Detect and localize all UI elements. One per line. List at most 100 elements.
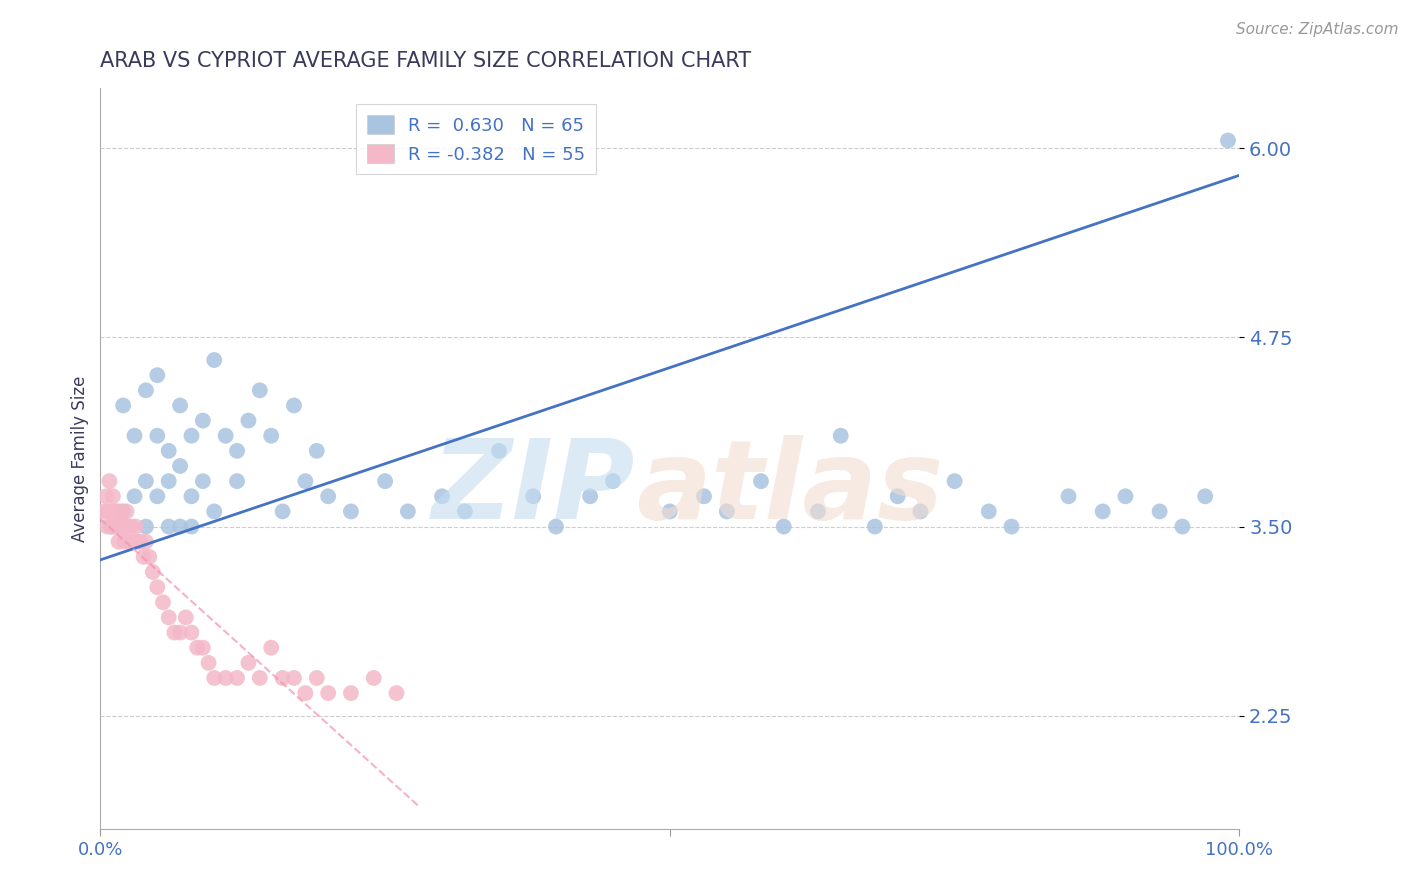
Point	[169, 625, 191, 640]
Point	[305, 443, 328, 458]
Point	[316, 489, 339, 503]
Point	[807, 504, 830, 518]
Point	[180, 489, 202, 503]
Point	[772, 519, 794, 533]
Point	[135, 534, 157, 549]
Point	[579, 489, 602, 503]
Point	[122, 534, 145, 549]
Point	[1000, 519, 1022, 533]
Text: Source: ZipAtlas.com: Source: ZipAtlas.com	[1236, 22, 1399, 37]
Point	[260, 640, 283, 655]
Point	[117, 519, 139, 533]
Point	[157, 610, 180, 624]
Point	[294, 474, 316, 488]
Point	[214, 671, 236, 685]
Point	[129, 534, 152, 549]
Point	[191, 414, 214, 428]
Point	[186, 640, 208, 655]
Y-axis label: Average Family Size: Average Family Size	[72, 376, 89, 541]
Point	[1057, 489, 1080, 503]
Point	[283, 671, 305, 685]
Point	[96, 519, 118, 533]
Point	[396, 504, 419, 518]
Point	[100, 519, 122, 533]
Point	[110, 504, 132, 518]
Point	[863, 519, 886, 533]
Point	[488, 443, 510, 458]
Point	[716, 504, 738, 518]
Point	[174, 610, 197, 624]
Point	[197, 656, 219, 670]
Point	[115, 504, 138, 518]
Point	[1171, 519, 1194, 533]
Point	[146, 489, 169, 503]
Point	[169, 399, 191, 413]
Point	[226, 671, 249, 685]
Point	[124, 519, 146, 533]
Point	[191, 640, 214, 655]
Point	[97, 504, 120, 518]
Point	[142, 565, 165, 579]
Point	[180, 428, 202, 442]
Point	[602, 474, 624, 488]
Point	[135, 474, 157, 488]
Point	[658, 504, 681, 518]
Point	[105, 519, 128, 533]
Point	[249, 671, 271, 685]
Point	[271, 504, 294, 518]
Point	[340, 504, 363, 518]
Point	[146, 428, 169, 442]
Point	[107, 504, 129, 518]
Point	[157, 443, 180, 458]
Point	[1149, 504, 1171, 518]
Point	[98, 474, 121, 488]
Point	[305, 671, 328, 685]
Point	[135, 519, 157, 533]
Point	[316, 686, 339, 700]
Point	[132, 549, 155, 564]
Point	[294, 686, 316, 700]
Point	[943, 474, 966, 488]
Point	[111, 519, 134, 533]
Text: ARAB VS CYPRIOT AVERAGE FAMILY SIZE CORRELATION CHART: ARAB VS CYPRIOT AVERAGE FAMILY SIZE CORR…	[100, 51, 751, 70]
Point	[749, 474, 772, 488]
Point	[169, 458, 191, 473]
Point	[202, 353, 225, 368]
Point	[112, 534, 135, 549]
Point	[103, 519, 125, 533]
Point	[522, 489, 544, 503]
Point	[374, 474, 396, 488]
Point	[693, 489, 716, 503]
Point	[1194, 489, 1216, 503]
Point	[202, 671, 225, 685]
Point	[544, 519, 567, 533]
Point	[226, 443, 249, 458]
Point	[454, 504, 477, 518]
Point	[180, 519, 202, 533]
Point	[238, 656, 260, 670]
Point	[283, 399, 305, 413]
Point	[191, 474, 214, 488]
Point	[152, 595, 174, 609]
Point	[124, 489, 146, 503]
Point	[180, 625, 202, 640]
Point	[101, 489, 124, 503]
Point	[138, 549, 160, 564]
Point	[226, 474, 249, 488]
Point	[910, 504, 932, 518]
Point	[202, 504, 225, 518]
Point	[94, 489, 117, 503]
Point	[127, 534, 149, 549]
Point	[104, 504, 127, 518]
Point	[112, 504, 135, 518]
Point	[1091, 504, 1114, 518]
Point	[830, 428, 852, 442]
Point	[977, 504, 1000, 518]
Point	[363, 671, 385, 685]
Point	[118, 534, 141, 549]
Point	[120, 519, 142, 533]
Point	[169, 519, 191, 533]
Point	[249, 384, 271, 398]
Point	[385, 686, 408, 700]
Text: atlas: atlas	[636, 434, 943, 541]
